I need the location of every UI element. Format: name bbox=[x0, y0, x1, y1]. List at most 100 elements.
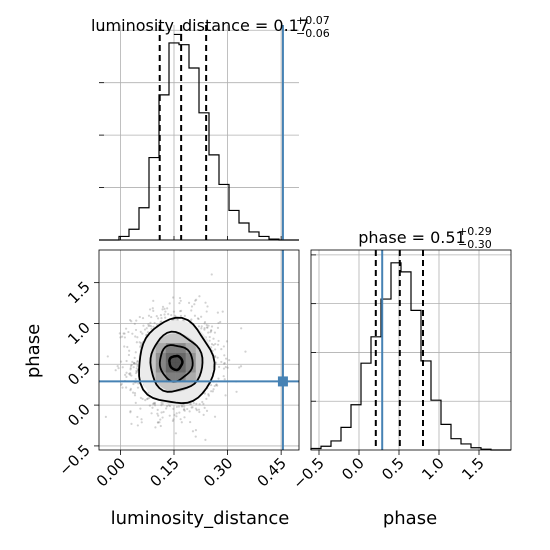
scatter-point bbox=[151, 307, 154, 310]
scatter-point bbox=[139, 330, 142, 333]
scatter-point bbox=[166, 307, 169, 310]
scatter-point bbox=[167, 404, 170, 407]
scatter-point bbox=[209, 331, 212, 334]
density-cell bbox=[185, 343, 196, 353]
scatter-point bbox=[167, 312, 170, 316]
scatter-point bbox=[189, 403, 193, 406]
scatter-point bbox=[193, 303, 196, 306]
scatter-point bbox=[177, 405, 181, 408]
2d-ytick-label-0: −0.5 bbox=[55, 441, 93, 479]
2d-ytick-label-2: 0.5 bbox=[64, 359, 94, 389]
scatter-point bbox=[137, 382, 140, 385]
scatter-point bbox=[214, 348, 217, 351]
phase-hist-xtick-label-1: 0.0 bbox=[338, 454, 368, 484]
scatter-point bbox=[175, 405, 178, 408]
phase-hist-xtick-label-4: 1.5 bbox=[458, 454, 488, 484]
scatter-point bbox=[141, 332, 144, 335]
phase-hist-histogram-steps bbox=[310, 262, 511, 451]
scatter-point bbox=[161, 308, 164, 311]
scatter-point bbox=[121, 335, 124, 338]
2d-xtick-label-3: 0.45 bbox=[254, 454, 290, 490]
scatter-point bbox=[136, 360, 139, 363]
scatter-point bbox=[224, 394, 227, 397]
scatter-point bbox=[124, 373, 127, 377]
scatter-point bbox=[179, 314, 183, 317]
scatter-point bbox=[217, 339, 220, 343]
scatter-point bbox=[129, 319, 132, 322]
scatter-point bbox=[179, 299, 182, 302]
contour-line-1 bbox=[158, 344, 194, 383]
scatter-point bbox=[198, 403, 201, 406]
scatter-point bbox=[238, 366, 241, 369]
scatter-point bbox=[139, 341, 143, 345]
contour-line-0 bbox=[168, 354, 184, 372]
scatter-point bbox=[220, 348, 223, 351]
scatter-point bbox=[144, 399, 147, 402]
scatter-point bbox=[164, 310, 167, 313]
scatter-point bbox=[164, 316, 167, 319]
scatter-point bbox=[160, 411, 163, 414]
scatter-point bbox=[170, 314, 173, 317]
scatter-point bbox=[159, 424, 162, 428]
scatter-point bbox=[121, 366, 124, 369]
scatter-point bbox=[134, 351, 137, 354]
scatter-point bbox=[219, 320, 222, 324]
scatter-point bbox=[133, 362, 136, 365]
scatter-point bbox=[148, 308, 152, 311]
scatter-point bbox=[129, 368, 132, 371]
phase-histogram-panel: −0.5 0.0 0.5 1.0 1.5 bbox=[289, 249, 512, 493]
scatter-point bbox=[114, 369, 117, 372]
scatter-point bbox=[194, 407, 198, 410]
scatter-point bbox=[220, 360, 223, 364]
scatter-point bbox=[200, 327, 203, 330]
scatter-point bbox=[148, 324, 151, 327]
scatter-point bbox=[146, 331, 150, 334]
2d-xtick-label-0: 0.00 bbox=[93, 454, 129, 490]
density-cell bbox=[175, 343, 186, 353]
luminosity-distance-histogram-panel bbox=[99, 25, 299, 241]
scatter-point bbox=[147, 324, 150, 328]
scatter-point bbox=[160, 404, 163, 407]
scatter-point bbox=[221, 310, 224, 313]
scatter-point bbox=[135, 369, 138, 373]
scatter-point bbox=[129, 387, 132, 390]
scatter-point bbox=[212, 337, 215, 340]
scatter-point bbox=[139, 396, 143, 399]
scatter-point bbox=[217, 365, 221, 368]
density-cell bbox=[175, 372, 186, 383]
scatter-point bbox=[215, 361, 218, 364]
scatter-point bbox=[201, 400, 204, 404]
scatter-point bbox=[161, 416, 164, 419]
scatter-point bbox=[202, 402, 205, 406]
scatter-point bbox=[129, 411, 132, 414]
scatter-point bbox=[215, 383, 218, 386]
scatter-point bbox=[203, 320, 207, 324]
scatter-point bbox=[210, 390, 213, 393]
scatter-point bbox=[188, 410, 191, 413]
scatter-point bbox=[154, 404, 157, 407]
scatter-point bbox=[116, 365, 119, 368]
scatter-point bbox=[190, 305, 194, 308]
scatter-point bbox=[159, 321, 162, 324]
scatter-point bbox=[135, 370, 139, 373]
scatter-point bbox=[183, 408, 186, 411]
2d-ytick-label-3: 1.0 bbox=[64, 319, 94, 349]
scatter-point bbox=[191, 406, 194, 409]
luminosity-distance-title-lower-error: −0.06 bbox=[296, 27, 330, 40]
scatter-point bbox=[198, 295, 201, 298]
scatter-point bbox=[203, 327, 206, 330]
scatter-point bbox=[228, 359, 231, 362]
scatter-point bbox=[136, 360, 139, 363]
scatter-point bbox=[127, 353, 131, 357]
scatter-point bbox=[153, 402, 156, 405]
x-axis-label-phase: phase bbox=[383, 508, 437, 529]
scatter-point bbox=[181, 405, 184, 408]
scatter-point bbox=[117, 367, 120, 370]
scatter-point bbox=[203, 392, 207, 395]
scatter-point bbox=[226, 366, 229, 369]
scatter-point bbox=[123, 332, 126, 335]
contour-line-3 bbox=[138, 316, 216, 405]
density-cell bbox=[165, 372, 176, 383]
scatter-point bbox=[132, 382, 135, 386]
scatter-point bbox=[203, 322, 206, 325]
